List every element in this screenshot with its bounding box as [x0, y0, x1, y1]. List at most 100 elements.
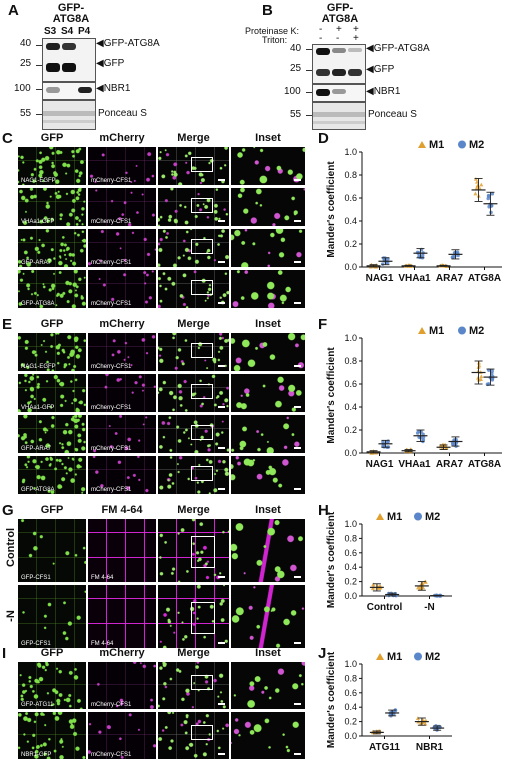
magenta-channel-image: mCherry-CFS1: [87, 187, 157, 227]
panel-label-d: D: [318, 130, 329, 147]
x-tick-label: -N: [424, 602, 435, 613]
column-header: FM 4-64: [101, 504, 143, 516]
y-axis-label: Mander's coefficient: [326, 161, 337, 258]
band: [348, 48, 362, 52]
scale-bar: [218, 365, 225, 367]
gfp-channel-image: VHAa1-GFP: [17, 373, 87, 413]
data-point-m1: [444, 446, 449, 450]
band: [348, 69, 362, 76]
chart-h-manders: 0.0 0.2 0.4 0.6 0.8 1.0 Mander's coefficient Co…: [326, 511, 452, 613]
merge-image: [157, 518, 230, 583]
scale-bar: [294, 406, 301, 408]
legend-label-m1: M1: [387, 651, 402, 663]
inset-image: [230, 228, 306, 268]
magenta-channel-image: FM 4-64: [87, 518, 157, 583]
triton-label: Triton:: [262, 35, 288, 45]
gfp-construct-label: VHAa1-GFP: [21, 219, 55, 225]
inset-region-box: [190, 384, 213, 400]
inset-region-box: [190, 198, 213, 214]
gfp-channel-image: GFP-ATG11: [17, 661, 87, 710]
data-point-m2: [490, 369, 494, 373]
column-header: GFP: [40, 647, 64, 659]
legend-marker-m1: [418, 327, 426, 334]
data-point-m1: [478, 377, 483, 381]
inset-image: [230, 414, 306, 454]
data-point-m2: [420, 253, 425, 258]
scale-bar: [218, 406, 225, 408]
scale-bar: [294, 753, 301, 755]
mw-tick: [306, 92, 312, 93]
column-header: GFP: [40, 504, 64, 516]
mw-tick: [36, 89, 42, 90]
band: [316, 48, 330, 55]
mw-a-100: 100: [14, 83, 31, 94]
y-tick-label: 0.8: [344, 356, 357, 366]
column-header: Merge: [177, 504, 210, 516]
panel-label-c: C: [2, 130, 13, 147]
band: [43, 111, 95, 116]
data-point-m1: [474, 186, 479, 190]
channel-construct-label: mCherry-CFS1: [91, 301, 132, 307]
panel-label-e: E: [2, 316, 13, 333]
data-point-m2: [490, 378, 495, 382]
channel-construct-label: mCherry-CFS1: [91, 364, 132, 370]
triton-sign-1: -: [319, 33, 323, 44]
gfp-channel-image: GFP-ARA7: [17, 228, 87, 268]
channel-construct-label: mCherry-CFS1: [91, 219, 132, 225]
data-point-m1: [423, 721, 428, 726]
y-tick-label: 0.4: [344, 402, 357, 412]
y-axis-label: Mander's coefficient: [326, 347, 337, 444]
channel-construct-label: mCherry-CFS1: [91, 260, 132, 266]
magenta-channel-image: mCherry-CFS1: [87, 661, 157, 710]
column-header: Inset: [255, 132, 281, 144]
scale-bar: [294, 261, 301, 263]
data-point-m2: [450, 442, 455, 447]
gfp-channel-image: NBR1-GFP: [17, 711, 87, 760]
inset-image: [230, 373, 306, 413]
magenta-channel-image: mCherry-CFS1: [87, 455, 157, 495]
mw-b-25: 25: [290, 63, 302, 74]
column-header: Merge: [177, 132, 210, 144]
band-label-a-ponceau: Ponceau S: [98, 108, 147, 119]
gfp-channel-image: GFP-ARA7: [17, 414, 87, 454]
y-tick-label: 0.6: [344, 379, 357, 389]
gfp-construct-label: GFP-ATG8A: [21, 301, 55, 307]
scale-bar: [218, 576, 225, 578]
data-point-m2: [419, 430, 423, 434]
magenta-channel-image: mCherry-CFS1: [87, 711, 157, 760]
band: [62, 63, 76, 72]
x-tick-label: ARA7: [436, 273, 464, 284]
x-tick-label: ARA7: [436, 459, 464, 470]
inset-region-box: [190, 239, 213, 255]
y-tick-label: 0.6: [344, 193, 357, 203]
panel-label-g: G: [2, 502, 14, 519]
row-condition-label: Control: [5, 527, 17, 567]
blot-a-nbr1: [42, 82, 96, 100]
channel-construct-label: mCherry-CFS1: [91, 702, 132, 708]
y-tick-label: 0.2: [344, 425, 357, 435]
gfp-construct-label: GFP-CFS1: [21, 641, 51, 647]
lane-p4: P4: [78, 26, 91, 37]
magenta-channel-image: mCherry-CFS1: [87, 146, 157, 186]
x-tick-label: Control: [367, 602, 403, 613]
y-tick-label: 0.2: [344, 577, 357, 587]
merge-image: [157, 414, 230, 454]
y-tick-label: 0.4: [344, 562, 357, 572]
mw-b-40: 40: [290, 43, 302, 54]
merge-image: [157, 661, 230, 710]
x-tick-label: VHAa1: [398, 273, 431, 284]
data-point-m2: [380, 262, 385, 266]
data-point-m1: [473, 191, 478, 196]
gfp-construct-label: NAG1-EGFP: [21, 364, 56, 370]
y-tick-label: 0.4: [344, 216, 357, 226]
mw-tick: [306, 115, 312, 116]
inset-region-box: [190, 343, 213, 359]
band: [313, 121, 365, 124]
gfp-channel-image: NAG1-EGFP: [17, 146, 87, 186]
column-header: GFP: [40, 318, 64, 330]
legend-marker-m1: [418, 141, 426, 148]
panel-a-title-line1: GFP-: [57, 2, 85, 14]
scale-bar: [218, 703, 225, 705]
inset-image: [230, 146, 306, 186]
inset-region-box: [190, 674, 213, 690]
